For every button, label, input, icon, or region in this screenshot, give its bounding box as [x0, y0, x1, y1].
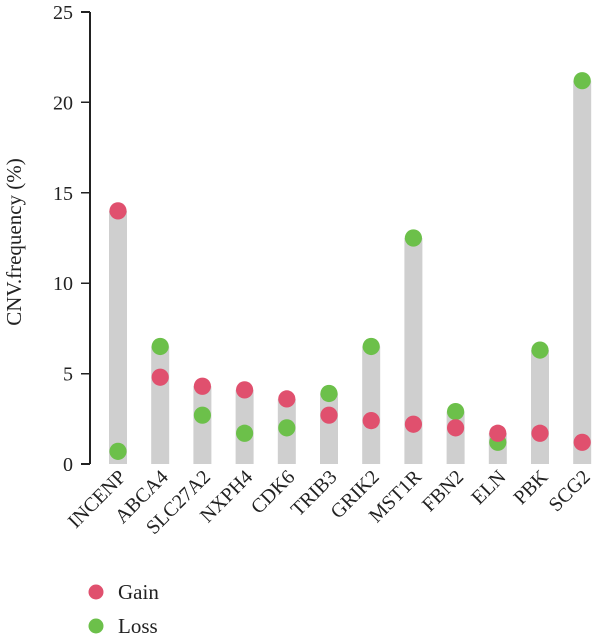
- x-tick-label-eln: ELN: [467, 466, 510, 509]
- loss-point-pbk: [531, 341, 549, 359]
- y-tick-label-25: 25: [53, 2, 73, 24]
- legend-label-loss: Loss: [118, 614, 158, 638]
- gain-point-fbn2: [447, 419, 465, 437]
- gain-point-abca4: [151, 368, 169, 386]
- gain-point-scg2: [573, 433, 591, 451]
- gain-point-eln: [489, 424, 507, 442]
- loss-point-nxph4: [236, 424, 254, 442]
- loss-point-abca4: [151, 337, 169, 356]
- gain-point-trib3: [320, 406, 338, 424]
- gain-point-nxph4: [236, 381, 254, 399]
- legend-marker-loss: [88, 618, 104, 634]
- range-bar-mst1r: [404, 238, 423, 464]
- loss-point-incenp: [109, 442, 127, 460]
- y-axis-title: CNV.frequency (%): [2, 158, 26, 326]
- loss-point-scg2: [573, 72, 591, 90]
- loss-point-slc27a2: [193, 406, 211, 424]
- gain-point-mst1r: [404, 415, 422, 433]
- range-bar-slc27a2: [193, 386, 212, 464]
- x-tick-label-fbn2: FBN2: [418, 466, 468, 516]
- loss-point-cdk6: [278, 419, 296, 437]
- gain-point-slc27a2: [193, 377, 211, 395]
- y-axis: 0 5 10 15 20 25 CNV.frequency (%): [2, 2, 91, 476]
- loss-point-grik2: [362, 337, 380, 356]
- gain-point-pbk: [531, 424, 549, 442]
- range-bar-trib3: [320, 393, 338, 464]
- gain-point-cdk6: [278, 390, 296, 408]
- legend-label-gain: Gain: [118, 580, 159, 604]
- range-bar-abca4: [151, 346, 170, 464]
- y-tick-label-20: 20: [53, 92, 73, 114]
- range-bar-incenp: [109, 210, 127, 464]
- gain-point-incenp: [109, 202, 127, 220]
- legend-marker-gain: [88, 584, 104, 600]
- y-tick-label-10: 10: [53, 273, 73, 295]
- x-axis-labels: INCENPABCA4SLC27A2NXPH4CDK6TRIB3GRIK2MST…: [64, 466, 595, 539]
- loss-point-fbn2: [447, 402, 465, 421]
- loss-point-mst1r: [404, 229, 422, 247]
- y-tick-label-0: 0: [63, 454, 73, 476]
- legend: Gain Loss: [88, 580, 159, 638]
- range-bar-scg2: [573, 80, 592, 464]
- range-bar-grik2: [362, 346, 381, 464]
- range-bar-pbk: [531, 350, 549, 464]
- y-tick-label-15: 15: [53, 183, 73, 205]
- gain-point-grik2: [362, 412, 380, 430]
- plot-area: [109, 72, 592, 464]
- x-tick-label-scg2: SCG2: [545, 466, 595, 516]
- loss-point-trib3: [320, 384, 338, 403]
- y-tick-label-5: 5: [63, 364, 73, 386]
